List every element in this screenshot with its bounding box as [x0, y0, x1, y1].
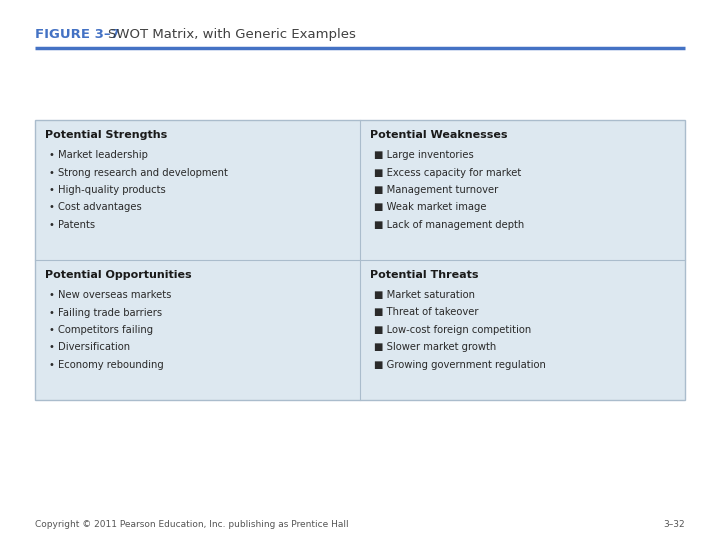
Text: Potential Strengths: Potential Strengths [45, 130, 167, 140]
Text: FIGURE 3–7: FIGURE 3–7 [35, 28, 120, 41]
Text: ■ Growing government regulation: ■ Growing government regulation [374, 360, 546, 370]
Text: • Strong research and development: • Strong research and development [49, 167, 228, 178]
Text: • Failing trade barriers: • Failing trade barriers [49, 307, 162, 318]
Bar [35, 120, 685, 400]
Text: 3–32: 3–32 [663, 520, 685, 529]
Text: Copyright © 2011 Pearson Education, Inc. publishing as Prentice Hall: Copyright © 2011 Pearson Education, Inc.… [35, 520, 348, 529]
Text: ■ Management turnover: ■ Management turnover [374, 185, 498, 195]
Text: • New overseas markets: • New overseas markets [49, 290, 171, 300]
Text: • Competitors failing: • Competitors failing [49, 325, 153, 335]
Text: ■ Threat of takeover: ■ Threat of takeover [374, 307, 479, 318]
Text: ■ Excess capacity for market: ■ Excess capacity for market [374, 167, 521, 178]
Text: ■ Market saturation: ■ Market saturation [374, 290, 475, 300]
Text: ■ Lack of management depth: ■ Lack of management depth [374, 220, 524, 230]
Text: ■ Weak market image: ■ Weak market image [374, 202, 487, 213]
Text: SWOT Matrix, with Generic Examples: SWOT Matrix, with Generic Examples [108, 28, 356, 41]
Text: Potential Threats: Potential Threats [370, 270, 479, 280]
Text: ■ Slower market growth: ■ Slower market growth [374, 342, 496, 353]
Text: • Market leadership: • Market leadership [49, 150, 148, 160]
Text: Potential Weaknesses: Potential Weaknesses [370, 130, 508, 140]
Text: Potential Opportunities: Potential Opportunities [45, 270, 192, 280]
Text: • High-quality products: • High-quality products [49, 185, 166, 195]
Text: • Economy rebounding: • Economy rebounding [49, 360, 163, 370]
Text: ■ Large inventories: ■ Large inventories [374, 150, 474, 160]
Text: • Patents: • Patents [49, 220, 95, 230]
Text: • Cost advantages: • Cost advantages [49, 202, 142, 213]
Text: ■ Low-cost foreign competition: ■ Low-cost foreign competition [374, 325, 531, 335]
Text: • Diversification: • Diversification [49, 342, 130, 353]
